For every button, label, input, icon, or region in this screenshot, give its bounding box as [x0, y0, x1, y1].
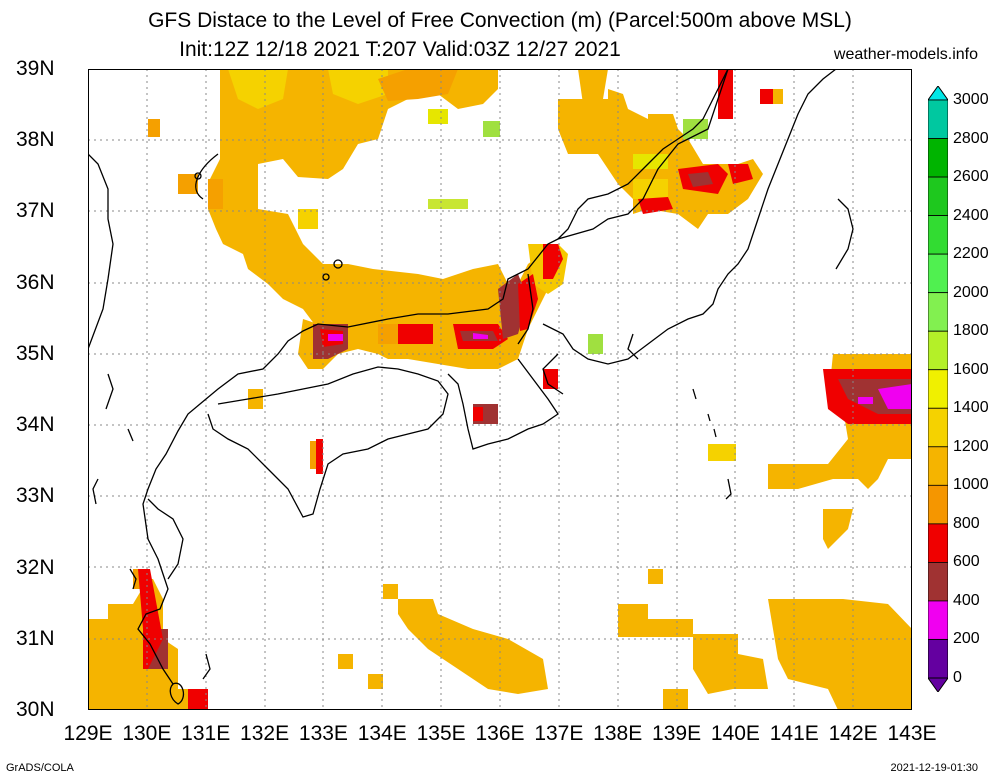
lat-label: 36N	[16, 270, 55, 294]
lon-label: 137E	[534, 722, 584, 745]
lon-label: 135E	[416, 722, 466, 745]
colorbar-label: 600	[953, 553, 980, 571]
colorbar-label: 1600	[953, 360, 989, 378]
lat-label: 32N	[16, 555, 55, 579]
colorbar-segment	[928, 561, 948, 602]
colorbar-segment	[928, 638, 948, 679]
lat-lon-grid	[88, 69, 912, 710]
lon-label: 130E	[122, 722, 172, 745]
colorbar-segment	[928, 253, 948, 294]
colorbar-label: 2600	[953, 168, 989, 186]
colorbar-label: 800	[953, 514, 980, 532]
footer-timestamp: 2021-12-19-01:30	[890, 762, 978, 774]
colorbar-label: 1800	[953, 322, 989, 340]
lat-label: 31N	[16, 626, 55, 650]
map-plot	[88, 69, 912, 710]
colorbar-label: 2200	[953, 245, 989, 263]
colorbar-segment	[928, 330, 948, 371]
colorbar-segment	[928, 446, 948, 486]
map-title: GFS Distace to the Level of Free Convect…	[148, 9, 852, 32]
colorbar-segment	[928, 484, 948, 525]
colorbar-top-arrow	[928, 86, 948, 101]
colorbar-segment	[928, 215, 948, 255]
colorbar-label: 200	[953, 630, 980, 648]
colorbar-label: 2000	[953, 283, 989, 301]
lat-label: 30N	[16, 698, 55, 721]
lon-label: 133E	[298, 722, 348, 745]
colorbar-segment	[928, 138, 948, 178]
site-label: weather-models.info	[833, 46, 978, 63]
colorbar-label: 3000	[953, 91, 989, 108]
colorbar-bottom-arrow	[928, 677, 948, 692]
colorbar-label: 400	[953, 591, 980, 609]
colorbar-segment	[928, 176, 948, 216]
lon-label: 141E	[769, 722, 819, 745]
lat-label: 34N	[16, 413, 55, 437]
lon-label: 129E	[63, 722, 113, 745]
lon-label: 131E	[181, 722, 231, 745]
colorbar-segment	[928, 99, 948, 139]
coastlines	[88, 69, 854, 705]
lon-label: 140E	[710, 722, 760, 745]
lon-label: 136E	[475, 722, 525, 745]
lat-label: 33N	[16, 484, 55, 508]
map-subtitle: Init:12Z 12/18 2021 T:207 Valid:03Z 12/2…	[179, 38, 621, 61]
colorbar-label: 1000	[953, 476, 989, 494]
lat-label: 37N	[16, 199, 55, 223]
lat-label: 35N	[16, 341, 55, 365]
colorbar-segment	[928, 292, 948, 332]
lon-label: 138E	[593, 722, 643, 745]
map-canvas	[88, 69, 912, 710]
lon-label: 134E	[357, 722, 407, 745]
lon-label: 143E	[887, 722, 937, 745]
colorbar-label: 1200	[953, 437, 989, 455]
colorbar-segment	[928, 407, 948, 448]
lon-label: 142E	[828, 722, 878, 745]
colorbar-label: 0	[953, 669, 962, 686]
colorbar-segment	[928, 369, 948, 409]
colorbar	[928, 86, 948, 692]
lon-label: 139E	[652, 722, 702, 745]
lon-label: 132E	[240, 722, 290, 745]
footer-software: GrADS/COLA	[6, 762, 74, 774]
lfc-shading	[88, 69, 912, 710]
lat-label: 39N	[16, 57, 55, 80]
colorbar-segment	[928, 600, 948, 640]
lat-label: 38N	[16, 128, 55, 152]
colorbar-label: 2800	[953, 129, 989, 147]
colorbar-segment	[928, 523, 948, 563]
colorbar-label: 1400	[953, 399, 989, 417]
colorbar-label: 2400	[953, 206, 989, 224]
